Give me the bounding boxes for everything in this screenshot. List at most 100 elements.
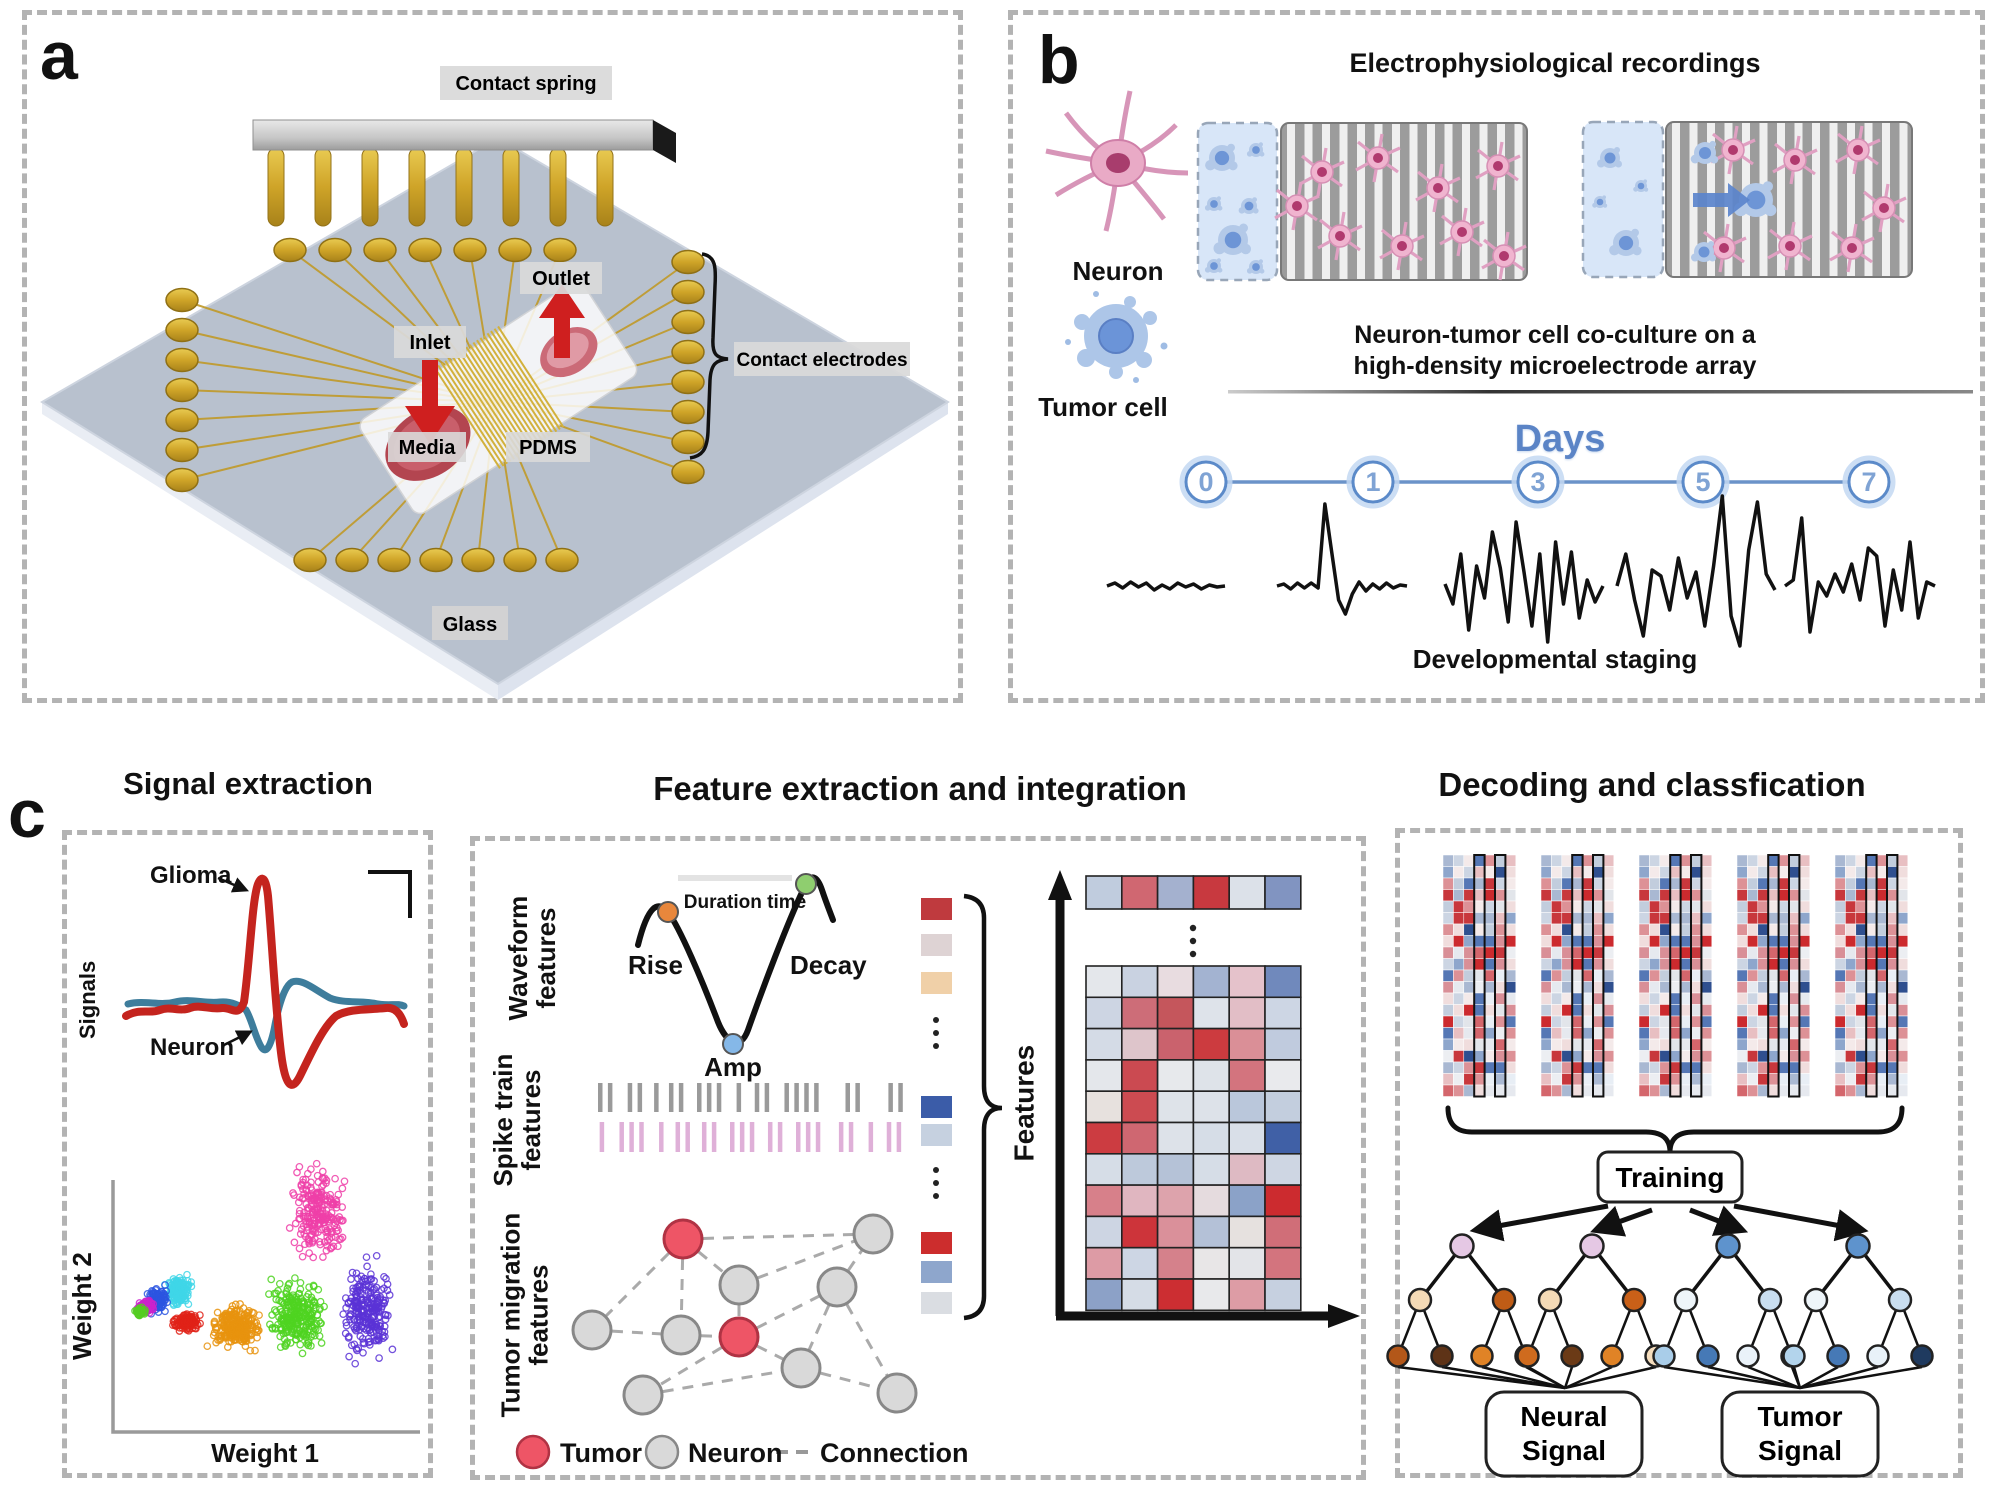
svg-text:5: 5	[1695, 467, 1710, 497]
panel-c-letter: c	[8, 776, 46, 852]
glioma-waveform	[122, 874, 408, 1089]
decay-label: Decay	[790, 950, 867, 980]
tumor-signal-line2: Signal	[1758, 1435, 1842, 1466]
signal-extraction-plot	[111, 870, 420, 1434]
days-timeline: 0 1 3 5 7	[1179, 455, 1896, 509]
neural-signal-line2: Signal	[1522, 1435, 1606, 1466]
waveform-feature-dots	[657, 873, 817, 1055]
coculture-caption-line2: high-density microelectrode array	[1353, 352, 1757, 381]
neuron-arrow	[221, 1030, 253, 1048]
spike-train-features-label: Spike train features	[487, 1035, 546, 1205]
spike-trains	[598, 1083, 903, 1152]
contact-spring-graphic	[252, 119, 676, 227]
tumor-cell-icon	[1065, 291, 1168, 383]
feature-matrix-heatmap	[1085, 875, 1302, 1312]
input-heatmap-blocks	[1442, 854, 1909, 1098]
network-legend	[515, 1434, 814, 1470]
tumor-cell-label: Tumor cell	[1038, 392, 1168, 422]
days-label: Days	[1514, 418, 1606, 460]
tumor-migration-features-line2: features	[523, 1264, 554, 1366]
neural-signal-line1: Neural	[1520, 1401, 1607, 1432]
coculture-caption: Neuron-tumor cell co-culture on a high-d…	[1230, 320, 1880, 383]
training-label: Training	[1616, 1162, 1725, 1193]
legend-tumor-label: Tumor	[560, 1438, 642, 1468]
contact-electrodes-brace	[689, 252, 729, 460]
mea-image-day7	[1581, 120, 1913, 279]
inlet-arrow	[405, 360, 455, 444]
tumor-migration-features-line1: Tumor migration	[495, 1212, 526, 1418]
outlet-label: Outlet	[532, 268, 590, 290]
weight2-axis-label: Weight 2	[66, 1252, 97, 1360]
decoding-graphics: Training Neural Signal Tumor Signal	[1386, 854, 1934, 1478]
legend-neuron-label: Neuron	[688, 1438, 783, 1468]
svg-text:7: 7	[1861, 467, 1876, 497]
outlet-arrow	[539, 284, 585, 358]
tumor-signal-box	[1720, 1390, 1880, 1478]
tumor-signal-line1: Tumor	[1757, 1401, 1842, 1432]
feature-matrix-axis	[1055, 896, 1332, 1321]
glass-label: Glass	[443, 614, 497, 636]
signals-axis-label: Signals	[75, 960, 101, 1039]
neuron-label: Neuron	[1072, 256, 1164, 286]
glioma-label: Glioma	[150, 862, 232, 889]
neural-signal-box	[1484, 1390, 1644, 1478]
inlet-label: Inlet	[409, 332, 450, 354]
media-label: Media	[399, 437, 457, 459]
neuron-icon	[1045, 90, 1189, 232]
feature-extraction-title: Feature extraction and integration	[653, 770, 1187, 807]
panel-c-features-border	[470, 836, 1366, 1480]
coculture-illustration: 0 1 3 5 7	[1045, 90, 1973, 648]
panel-c-signal-border	[62, 830, 433, 1478]
legend-connection-label: Connection	[820, 1438, 969, 1468]
staging-label: Developmental staging	[1412, 644, 1698, 674]
contact-spring-label: Contact spring	[455, 73, 596, 95]
mea-image-day0	[1196, 121, 1528, 282]
electrode-pads	[165, 237, 705, 573]
feature-extraction-graphics	[515, 870, 1360, 1470]
scale-bar	[368, 870, 412, 918]
glass-edge	[42, 402, 498, 700]
glioma-arrow	[217, 876, 249, 893]
glass-edge-right	[498, 402, 948, 700]
training-box	[1596, 1150, 1744, 1204]
svg-text:1: 1	[1365, 467, 1380, 497]
contact-electrodes-label: Contact electrodes	[736, 350, 907, 371]
waveform-features-label: Waveform features	[502, 873, 561, 1043]
panel-b-letter: b	[1038, 22, 1080, 98]
waveform-features-line1: Waveform	[502, 895, 533, 1021]
scatter-points	[131, 1159, 397, 1368]
section-divider	[1228, 390, 1973, 394]
mea-chip-illustration: Contact spring Outlet Inlet Media PDMS C…	[40, 66, 950, 700]
scatter-axes	[111, 1180, 420, 1434]
svg-text:3: 3	[1530, 467, 1545, 497]
spike-train-features-line2: features	[516, 1069, 546, 1171]
coculture-caption-line1: Neuron-tumor cell co-culture on a	[1354, 321, 1756, 349]
panel-c-decoding-border	[1395, 828, 1963, 1478]
amp-label: Amp	[704, 1052, 762, 1082]
feature-squares-column	[921, 898, 952, 1314]
neuron-trace-label: Neuron	[150, 1034, 234, 1061]
training-brace	[1445, 1105, 1905, 1153]
panel-a-labels: Contact spring Outlet Inlet Media PDMS C…	[388, 66, 910, 640]
decision-trees	[1386, 1203, 1934, 1390]
decoding-title: Decoding and classfication	[1438, 766, 1866, 803]
panel-b-border	[1008, 10, 1985, 703]
pdms-label: PDMS	[519, 437, 577, 459]
waveform-features-line2: features	[531, 907, 561, 1009]
tumor-migration-network	[571, 1213, 918, 1416]
panel-a-letter: a	[40, 18, 78, 94]
tumor-migration-features-label: Tumor migration features	[495, 1203, 554, 1428]
weight1-axis-label: Weight 1	[211, 1438, 319, 1468]
signal-traces	[1106, 494, 1936, 648]
features-brace	[963, 893, 1003, 1321]
signal-extraction-title: Signal extraction	[123, 766, 373, 801]
features-brace-label: Features	[1008, 1044, 1040, 1162]
rise-label: Rise	[628, 950, 683, 980]
spike-train-features-line1: Spike train	[487, 1053, 518, 1187]
neuron-waveform	[124, 977, 408, 1054]
panel-a-border	[22, 10, 963, 703]
svg-text:0: 0	[1198, 467, 1213, 497]
duration-time-label: Duration time	[683, 892, 807, 913]
